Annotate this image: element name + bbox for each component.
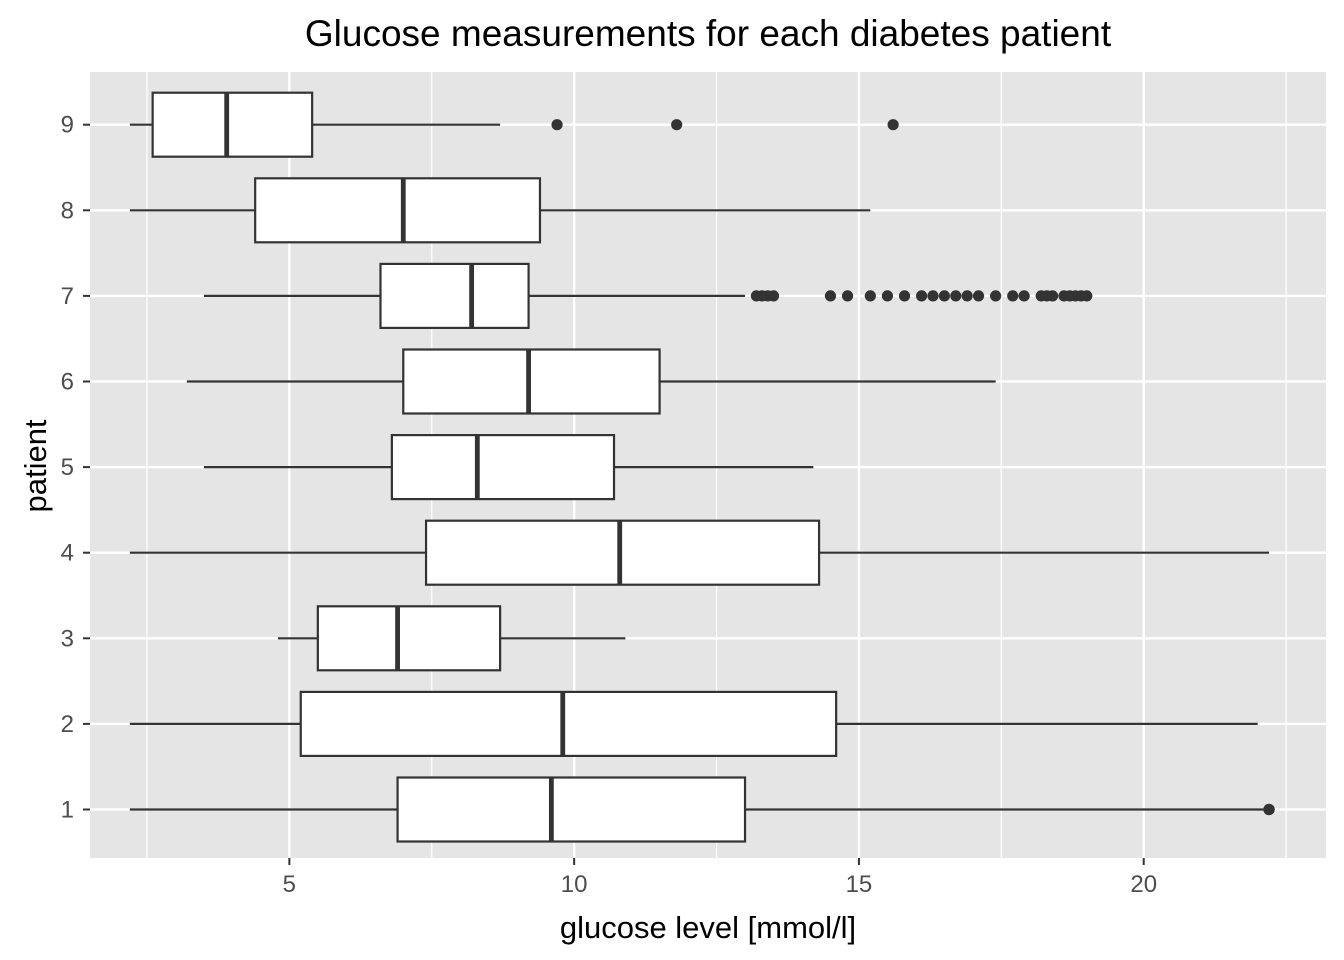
y-tick-label: 2	[61, 711, 74, 738]
outlier-point	[1018, 290, 1030, 302]
box-iqr	[402, 348, 661, 415]
outlier-point	[864, 290, 876, 302]
box-patient-7	[203, 262, 1093, 329]
box-patient-2	[129, 690, 1258, 758]
x-axis: 5 10 15 20	[283, 858, 1157, 898]
outlier-point	[961, 290, 973, 302]
box-patient-4	[129, 519, 1270, 586]
y-tick-label: 1	[61, 797, 74, 824]
box-iqr	[151, 91, 314, 158]
outlier-point	[1007, 290, 1019, 302]
chart-title: Glucose measurements for each diabetes p…	[305, 13, 1112, 54]
y-tick-label: 9	[61, 112, 74, 139]
outlier-point	[1046, 290, 1059, 302]
outlier-point	[551, 119, 563, 131]
y-tick-label: 3	[61, 625, 74, 652]
box-iqr	[424, 519, 821, 586]
outlier-point	[927, 290, 939, 302]
box-patient-6	[186, 348, 996, 415]
box-patient-1	[129, 776, 1275, 843]
x-tick-label: 20	[1130, 871, 1157, 898]
box-layer	[129, 91, 1275, 843]
outlier-point	[898, 290, 911, 302]
outlier-point	[950, 290, 962, 302]
outlier-point	[887, 119, 899, 131]
outlier-point	[1263, 803, 1275, 816]
outlier-point	[1081, 290, 1093, 302]
box-iqr	[379, 262, 530, 329]
box-iqr	[299, 690, 838, 758]
box-iqr	[396, 776, 747, 843]
box-iqr	[254, 177, 542, 244]
y-tick-label: 6	[61, 369, 74, 396]
y-tick-label: 7	[61, 283, 74, 310]
box-iqr	[316, 605, 502, 672]
outlier-point	[841, 290, 854, 302]
outlier-point	[881, 290, 894, 302]
box-patient-9	[129, 91, 899, 158]
y-axis: 1 2 3 4 5 6 7 8 9	[61, 112, 90, 824]
y-axis-title: patient	[18, 419, 53, 512]
box-patient-3	[277, 605, 626, 672]
outlier-point	[824, 290, 837, 302]
outlier-point	[990, 290, 1002, 302]
outlier-point	[767, 290, 780, 302]
x-tick-label: 10	[561, 871, 588, 898]
x-tick-label: 5	[283, 871, 296, 898]
y-tick-label: 4	[61, 540, 74, 567]
x-axis-title: glucose level [mmol/l]	[560, 910, 856, 945]
outlier-point	[972, 290, 985, 302]
y-tick-label: 5	[61, 454, 74, 481]
box-patient-5	[203, 434, 814, 501]
box-patient-8	[129, 177, 871, 244]
box-iqr	[390, 434, 616, 501]
x-tick-label: 15	[846, 871, 873, 898]
outlier-point	[915, 290, 928, 302]
y-tick-label: 8	[61, 197, 74, 224]
outlier-point	[671, 119, 683, 131]
outlier-point	[938, 290, 950, 302]
